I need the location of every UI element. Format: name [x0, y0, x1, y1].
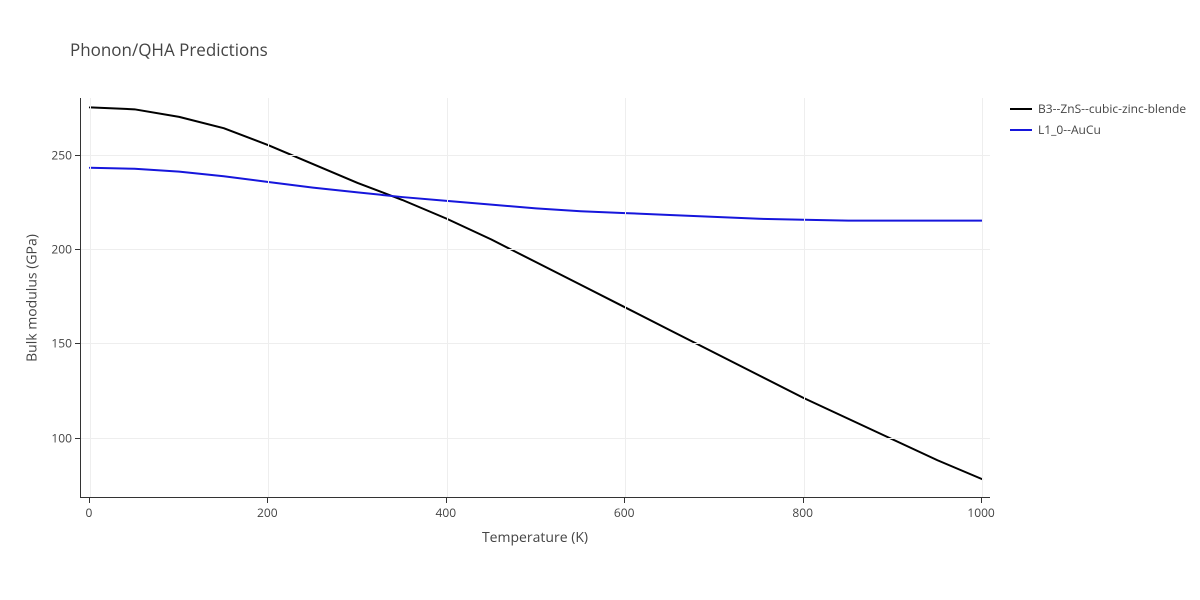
y-tick — [75, 438, 80, 439]
y-tick-label: 100 — [51, 429, 72, 446]
y-tick — [75, 343, 80, 344]
legend: B3--ZnS--cubic-zinc-blende L1_0--AuCu — [1010, 100, 1186, 142]
y-tick — [75, 249, 80, 250]
x-tick-label: 200 — [257, 504, 278, 521]
series-line — [90, 107, 982, 479]
legend-item[interactable]: B3--ZnS--cubic-zinc-blende — [1010, 100, 1186, 117]
x-tick — [981, 498, 982, 503]
x-tick-label: 800 — [792, 504, 813, 521]
x-axis-label: Temperature (K) — [482, 528, 588, 547]
gridline-horizontal — [81, 249, 990, 250]
legend-item[interactable]: L1_0--AuCu — [1010, 121, 1186, 138]
y-tick-label: 150 — [51, 335, 72, 352]
gridline-horizontal — [81, 155, 990, 156]
x-tick-label: 1000 — [967, 504, 994, 521]
x-tick-label: 400 — [435, 504, 456, 521]
series-line — [90, 168, 982, 221]
x-tick — [89, 498, 90, 503]
plot-area — [80, 98, 990, 498]
x-tick — [267, 498, 268, 503]
legend-swatch — [1010, 108, 1032, 110]
x-tick — [624, 498, 625, 503]
x-tick-label: 600 — [614, 504, 635, 521]
legend-label: B3--ZnS--cubic-zinc-blende — [1038, 100, 1186, 117]
y-tick-label: 200 — [51, 240, 72, 257]
chart-title: Phonon/QHA Predictions — [70, 38, 268, 61]
x-tick — [446, 498, 447, 503]
y-axis-label: Bulk modulus (GPa) — [23, 234, 42, 362]
gridline-horizontal — [81, 343, 990, 344]
y-tick-label: 250 — [51, 146, 72, 163]
y-tick — [75, 155, 80, 156]
legend-swatch — [1010, 129, 1032, 131]
gridline-horizontal — [81, 438, 990, 439]
legend-label: L1_0--AuCu — [1038, 121, 1101, 138]
x-tick — [803, 498, 804, 503]
x-tick-label: 0 — [85, 504, 92, 521]
chart-container: Phonon/QHA Predictions 0 200 400 600 800 1000… — [0, 0, 1200, 600]
